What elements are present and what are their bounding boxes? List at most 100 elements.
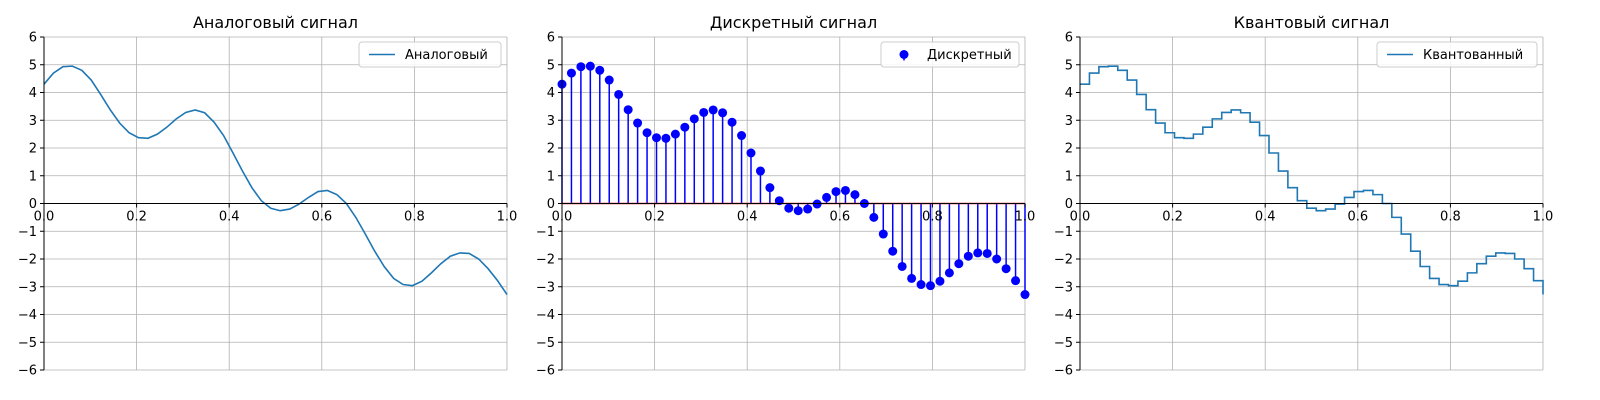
data-point bbox=[954, 259, 964, 269]
data-point bbox=[784, 203, 794, 213]
data-point bbox=[1001, 264, 1011, 274]
data-point bbox=[822, 192, 832, 202]
legend-label: Аналоговый bbox=[405, 48, 488, 63]
legend: Дискретный bbox=[880, 41, 1020, 68]
data-point bbox=[963, 251, 973, 261]
data-point bbox=[661, 133, 671, 143]
data-point bbox=[812, 199, 822, 209]
y-tick-label: 0 bbox=[1065, 197, 1073, 212]
legend-box bbox=[1376, 41, 1538, 68]
y-tick-label: 3 bbox=[1065, 114, 1073, 129]
y-tick-label: −4 bbox=[536, 308, 555, 323]
data-point bbox=[992, 254, 1002, 264]
y-tick-label: 5 bbox=[29, 58, 37, 73]
data-point bbox=[803, 204, 813, 214]
x-tick-label: 0.8 bbox=[404, 210, 425, 225]
series-line bbox=[43, 65, 508, 295]
y-tick-label: −5 bbox=[1054, 336, 1073, 351]
x-tick-label: 0.2 bbox=[126, 210, 147, 225]
data-point bbox=[935, 276, 945, 286]
data-point bbox=[566, 68, 576, 78]
data-point bbox=[737, 131, 747, 141]
data-point bbox=[1011, 276, 1021, 286]
data-point bbox=[897, 261, 907, 271]
y-tick-label: 6 bbox=[1065, 31, 1073, 46]
data-point bbox=[699, 107, 709, 117]
legend-box bbox=[880, 41, 1020, 68]
legend-label: Дискретный bbox=[927, 48, 1012, 63]
y-tick-label: −1 bbox=[18, 225, 37, 240]
data-point bbox=[604, 75, 614, 85]
x-tick-label: 0.6 bbox=[1347, 210, 1368, 225]
y-tick-label: −6 bbox=[536, 364, 555, 379]
chart-1: Аналоговый сигнал 0.0 0.2 0.4 0.6 0.8 1.0 −6 −5 −… bbox=[18, 13, 518, 379]
x-tick-label: 1.0 bbox=[1015, 210, 1036, 225]
data-point bbox=[907, 273, 917, 283]
data-point bbox=[1020, 290, 1030, 300]
data-point bbox=[746, 148, 756, 158]
data-point bbox=[680, 122, 690, 132]
data-point bbox=[670, 129, 680, 139]
y-tick-label: 3 bbox=[29, 114, 37, 129]
data-point bbox=[623, 105, 633, 115]
y-tick-label: 4 bbox=[1065, 86, 1073, 101]
x-tick-label: 0.4 bbox=[1255, 210, 1276, 225]
y-tick-label: 0 bbox=[29, 197, 37, 212]
y-tick-label: −2 bbox=[536, 253, 555, 268]
y-tick-label: 4 bbox=[29, 86, 37, 101]
y-tick-label: 6 bbox=[29, 31, 37, 46]
legend-box bbox=[358, 41, 502, 68]
x-tick-label: 0.8 bbox=[922, 210, 943, 225]
legend-handle-marker bbox=[899, 50, 909, 59]
y-tick-label: 1 bbox=[547, 169, 555, 184]
data-point bbox=[926, 281, 936, 291]
data-point bbox=[944, 268, 954, 278]
y-tick-label: −3 bbox=[18, 280, 37, 295]
y-tick-label: 2 bbox=[1065, 142, 1073, 157]
data-point bbox=[973, 248, 983, 258]
x-tick-label: 0.2 bbox=[644, 210, 665, 225]
x-tick-label: 0.6 bbox=[311, 210, 332, 225]
data-point bbox=[888, 246, 898, 256]
y-tick-label: 2 bbox=[547, 142, 555, 157]
data-point bbox=[765, 183, 775, 193]
data-point bbox=[755, 166, 765, 176]
y-tick-label: −3 bbox=[1054, 280, 1073, 295]
y-tick-label: 5 bbox=[1065, 58, 1073, 73]
legend-label: Квантованный bbox=[1423, 48, 1523, 63]
x-tick-label: 0.6 bbox=[829, 210, 850, 225]
y-tick-label: −2 bbox=[1054, 253, 1073, 268]
data-point bbox=[633, 118, 643, 128]
x-tick-label: 0.0 bbox=[1070, 210, 1091, 225]
x-tick-label: 0.4 bbox=[737, 210, 758, 225]
data-point bbox=[727, 117, 737, 127]
data-point bbox=[916, 280, 926, 290]
y-tick-label: −4 bbox=[18, 308, 37, 323]
data-point bbox=[878, 229, 888, 239]
legend: Квантованный bbox=[1376, 41, 1538, 68]
y-tick-label: 6 bbox=[547, 31, 555, 46]
y-tick-label: −5 bbox=[18, 336, 37, 351]
data-point bbox=[850, 190, 860, 200]
y-tick-label: 1 bbox=[29, 169, 37, 184]
x-tick-label: 0.2 bbox=[1162, 210, 1183, 225]
data-point bbox=[576, 62, 586, 72]
x-tick-label: 0.4 bbox=[219, 210, 240, 225]
x-tick-label: 0.0 bbox=[552, 210, 573, 225]
data-point bbox=[708, 105, 718, 115]
data-point bbox=[585, 61, 595, 71]
data-point bbox=[831, 187, 841, 197]
data-point bbox=[869, 212, 879, 222]
chart-title: Квантовый сигнал bbox=[1234, 13, 1390, 32]
data-point bbox=[840, 185, 850, 195]
y-tick-label: 4 bbox=[547, 86, 555, 101]
data-point bbox=[595, 65, 605, 75]
data-point bbox=[614, 89, 624, 99]
chart-title: Дискретный сигнал bbox=[710, 13, 877, 32]
legend: Аналоговый bbox=[358, 41, 502, 68]
x-tick-label: 1.0 bbox=[1533, 210, 1554, 225]
data-point bbox=[774, 196, 784, 206]
series-step-line bbox=[1080, 65, 1544, 295]
y-tick-label: 1 bbox=[1065, 169, 1073, 184]
